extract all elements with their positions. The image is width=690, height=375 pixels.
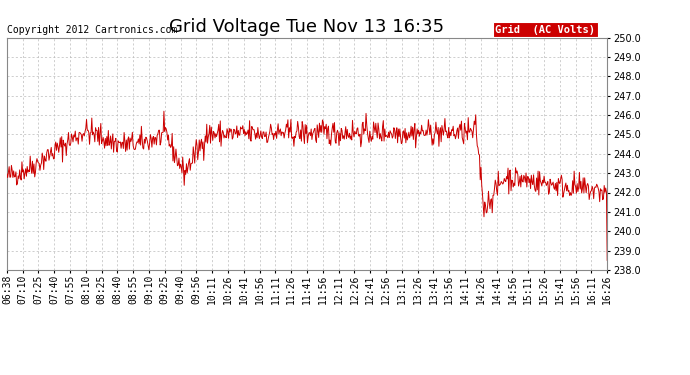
Title: Grid Voltage Tue Nov 13 16:35: Grid Voltage Tue Nov 13 16:35 bbox=[170, 18, 444, 36]
Text: Grid  (AC Volts): Grid (AC Volts) bbox=[495, 25, 595, 35]
Text: Copyright 2012 Cartronics.com: Copyright 2012 Cartronics.com bbox=[7, 25, 177, 35]
